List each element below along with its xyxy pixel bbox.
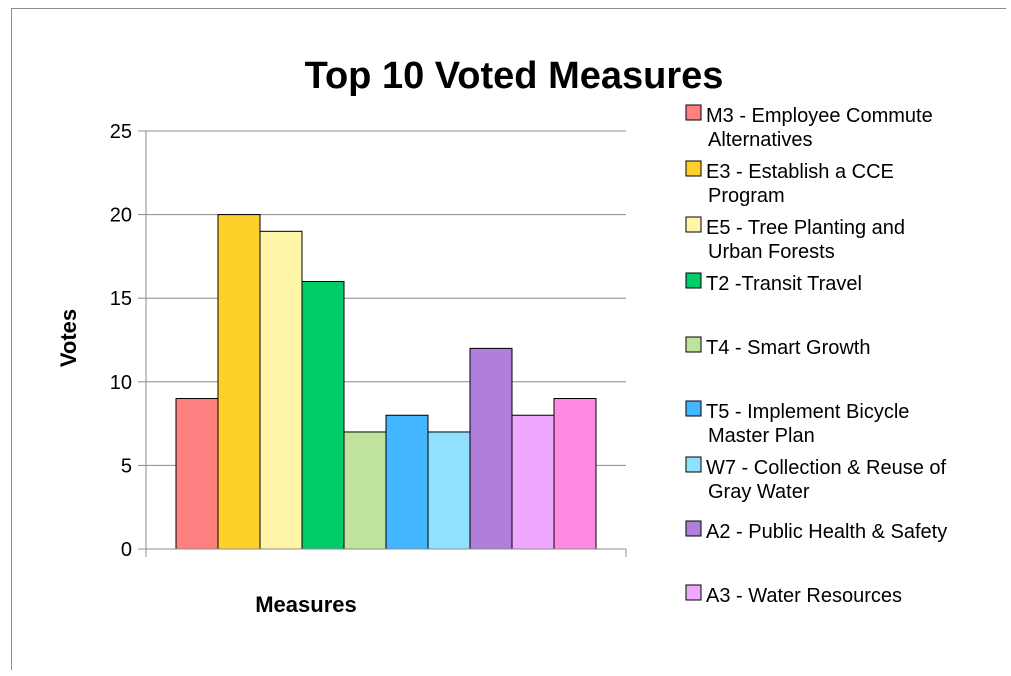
legend-label: T4 - Smart Growth	[706, 337, 870, 359]
legend-swatch	[686, 457, 701, 472]
legend-label: W7 - Collection & Reuse of	[706, 457, 947, 479]
legend-swatch	[686, 161, 701, 176]
legend-swatch	[686, 273, 701, 288]
legend-swatch	[686, 585, 701, 600]
bar	[218, 215, 260, 549]
y-tick-label: 5	[121, 455, 132, 477]
legend-swatch	[686, 401, 701, 416]
y-tick-label: 20	[110, 205, 132, 227]
bar	[302, 281, 344, 549]
legend-label: E3 - Establish a CCE	[706, 161, 894, 183]
bar	[386, 415, 428, 549]
legend-swatch	[686, 337, 701, 352]
bar	[344, 432, 386, 549]
legend-swatch	[686, 105, 701, 120]
legend-label: Gray Water	[708, 481, 810, 503]
y-tick-label: 10	[110, 372, 132, 394]
bar	[554, 399, 596, 549]
legend-label: M3 - Employee Commute	[706, 105, 933, 127]
bar	[260, 231, 302, 549]
bar	[176, 399, 218, 549]
legend-label: Program	[708, 185, 785, 207]
x-axis-title: Measures	[255, 592, 357, 617]
legend-label: Master Plan	[708, 425, 815, 447]
legend-label: Urban Forests	[708, 241, 835, 263]
chart-title: Top 10 Voted Measures	[305, 55, 724, 97]
y-tick-label: 15	[110, 288, 132, 310]
legend-label: T2 -Transit Travel	[706, 273, 862, 295]
y-tick-label: 25	[110, 121, 132, 143]
legend-label: T5 - Implement Bicycle	[706, 401, 909, 423]
legend-label: A2 - Public Health & Safety	[706, 521, 947, 543]
legend-swatch	[686, 217, 701, 232]
legend-label: E5 - Tree Planting and	[706, 217, 905, 239]
y-tick-label: 0	[121, 539, 132, 561]
y-axis-title: Votes	[56, 309, 81, 367]
bar	[428, 432, 470, 549]
bar	[470, 348, 512, 549]
bar	[512, 415, 554, 549]
legend-swatch	[686, 521, 701, 536]
legend-label: Alternatives	[708, 129, 813, 151]
legend-label: A3 - Water Resources	[706, 585, 902, 607]
